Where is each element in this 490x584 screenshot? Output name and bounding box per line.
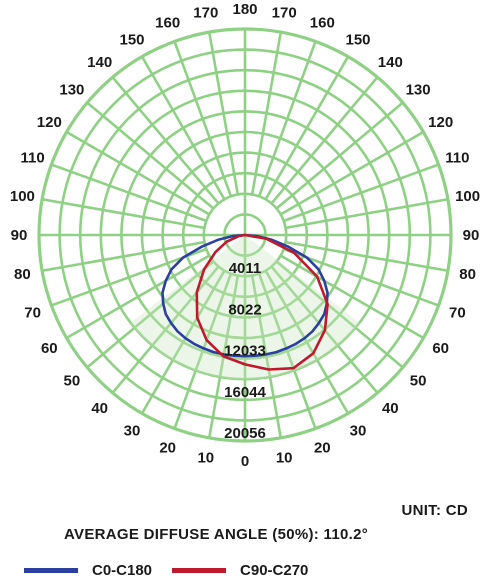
angle-label: 90 [11, 227, 28, 244]
angle-label: 110 [445, 150, 469, 167]
angle-label: 160 [310, 15, 335, 32]
grid-ring [78, 68, 412, 402]
ring-label: 12033 [224, 343, 266, 360]
angle-label: 130 [406, 82, 431, 99]
ring-label: 16044 [224, 384, 266, 401]
angle-label: 160 [155, 15, 180, 32]
ring-label: 4011 [229, 260, 262, 277]
angle-label: 140 [87, 54, 112, 71]
grid-ring [58, 48, 432, 422]
angle-label: 100 [455, 188, 480, 205]
legend-item-c0-c180: C0-C180 [24, 562, 152, 579]
series-curve-c90-c270 [195, 233, 329, 371]
angle-label: 150 [119, 31, 144, 48]
angle-label: 30 [350, 423, 367, 440]
grid-ring [99, 89, 391, 381]
angle-label: 60 [41, 340, 58, 357]
beam-angle-label: AVERAGE DIFFUSE ANGLE (50%): 110.2° [64, 526, 369, 543]
legend-label-c0-c180: C0-C180 [92, 562, 153, 579]
angle-label: 180 [232, 1, 257, 18]
angle-label: 50 [410, 372, 427, 389]
angle-label: 20 [159, 439, 176, 456]
angle-label: 150 [345, 31, 370, 48]
grid-ring [140, 130, 350, 340]
angle-label: 50 [64, 372, 81, 389]
angle-label: 80 [14, 266, 31, 283]
angle-label: 10 [276, 450, 293, 467]
distribution-curves [161, 233, 329, 371]
angle-label: 0 [241, 453, 249, 470]
unit-label: UNIT: CD [401, 502, 468, 519]
angle-label: 130 [59, 82, 84, 99]
series-curve-c0-c180 [161, 233, 329, 358]
angle-label: 110 [20, 150, 44, 167]
legend-item-c90-c270: C90-C270 [172, 562, 308, 579]
angle-label: 80 [459, 266, 476, 283]
angle-label: 100 [10, 188, 35, 205]
angle-label: 30 [124, 423, 141, 440]
angle-label: 70 [449, 304, 466, 321]
angle-label: 60 [432, 340, 449, 357]
ring-label: 8022 [228, 301, 261, 318]
ring-value-labels: 4011 8022 12033 16044 20056 [224, 260, 266, 442]
legend: C0-C180 C90-C270 [24, 562, 328, 579]
grid-ring [181, 171, 309, 299]
angle-label: 170 [193, 4, 218, 21]
legend-swatch-c0-c180 [24, 568, 78, 573]
angle-label: 170 [272, 4, 297, 21]
polar-chart: 4011 8022 12033 16044 20056 0 10 10 20 20 30 30 40 4… [10, 1, 480, 470]
beam-fill [130, 235, 360, 380]
grid-ring [120, 110, 370, 360]
legend-swatch-c90-c270 [172, 568, 227, 573]
beam-area [130, 235, 360, 380]
grid-ring [37, 27, 453, 443]
angle-label: 20 [314, 439, 331, 456]
angle-label: 120 [428, 114, 453, 131]
angle-label: 90 [463, 227, 480, 244]
angle-label: 140 [378, 54, 403, 71]
grid-ring [223, 213, 267, 257]
angle-label: 120 [37, 114, 62, 131]
grid-ring [202, 192, 288, 278]
angle-labels: 0 10 10 20 20 30 30 40 40 50 50 60 60 70 70 80 80 90 90 100… [10, 1, 480, 470]
ring-label: 20056 [224, 425, 266, 442]
angle-label: 70 [24, 304, 41, 321]
angle-label: 40 [91, 400, 108, 417]
grid-ring [161, 151, 329, 319]
angle-label: 40 [382, 400, 399, 417]
legend-label-c90-c270: C90-C270 [240, 562, 309, 579]
polar-grid [37, 27, 453, 443]
angle-label: 10 [197, 450, 214, 467]
